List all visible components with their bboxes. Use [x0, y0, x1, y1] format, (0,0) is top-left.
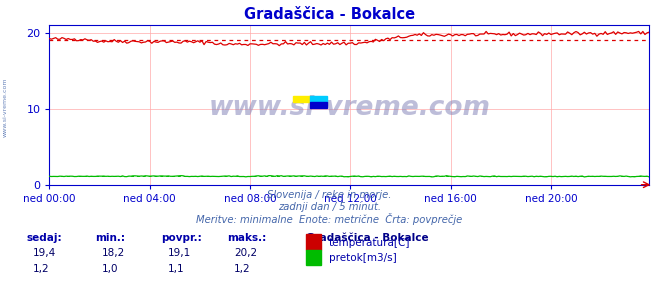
Text: www.si-vreme.com: www.si-vreme.com: [208, 95, 490, 121]
Bar: [293, 96, 310, 102]
Text: 1,0: 1,0: [102, 264, 119, 274]
Text: Gradaščica - Bokalce: Gradaščica - Bokalce: [244, 7, 415, 22]
Text: 1,1: 1,1: [168, 264, 185, 274]
Bar: [310, 96, 327, 102]
Text: www.si-vreme.com: www.si-vreme.com: [3, 78, 8, 137]
Text: sedaj:: sedaj:: [26, 233, 62, 243]
Text: 1,2: 1,2: [234, 264, 250, 274]
Text: Slovenija / reke in morje.: Slovenija / reke in morje.: [268, 190, 391, 200]
Text: pretok[m3/s]: pretok[m3/s]: [329, 253, 397, 263]
Bar: [310, 102, 327, 108]
Text: zadnji dan / 5 minut.: zadnji dan / 5 minut.: [278, 202, 381, 212]
Text: Meritve: minimalne  Enote: metrične  Črta: povprečje: Meritve: minimalne Enote: metrične Črta:…: [196, 213, 463, 225]
Text: maks.:: maks.:: [227, 233, 267, 243]
Text: 19,1: 19,1: [168, 248, 191, 258]
Text: 20,2: 20,2: [234, 248, 257, 258]
Text: temperatura[C]: temperatura[C]: [329, 237, 411, 248]
Text: 18,2: 18,2: [102, 248, 125, 258]
Text: Gradaščica - Bokalce: Gradaščica - Bokalce: [306, 233, 429, 243]
Text: povpr.:: povpr.:: [161, 233, 202, 243]
Text: 19,4: 19,4: [33, 248, 56, 258]
Text: 1,2: 1,2: [33, 264, 49, 274]
Text: min.:: min.:: [96, 233, 126, 243]
